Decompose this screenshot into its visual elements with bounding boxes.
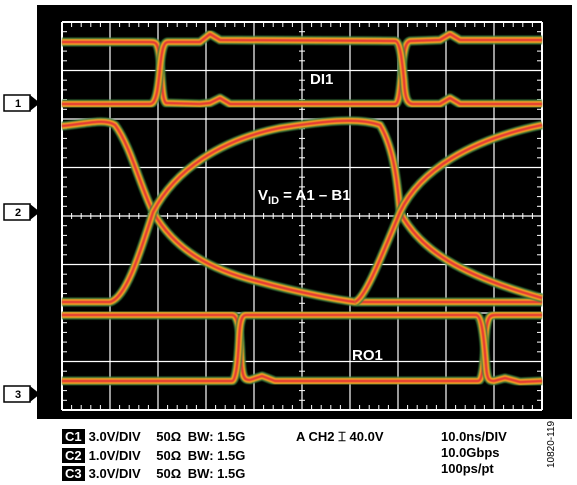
channel-marker-1-label: 1 [15, 98, 21, 110]
channel-marker-3-label: 3 [15, 389, 21, 401]
trace-label-di1: DI1 [310, 71, 333, 88]
waveform-traces [61, 29, 544, 387]
channel-readout-c1: C1 3.0V/DIV 50Ω BW: 1.5G [62, 429, 245, 444]
vid-v: V [258, 187, 268, 204]
trace-label-vid: VID = A1 – B1 [258, 187, 351, 207]
c3-impedance: 50Ω [156, 466, 182, 481]
channel-marker-1: 1 [3, 94, 40, 112]
trace-vid-b [62, 116, 544, 307]
scope-screen [37, 5, 572, 419]
trace-vid-a [61, 117, 542, 307]
channel-badge-c1: C1 [62, 429, 85, 444]
c1-bw: BW: 1.5G [187, 429, 246, 444]
channel-badge-c2: C2 [62, 448, 85, 463]
timebase-rate: 10.0Gbps [441, 445, 500, 460]
timebase-div: 10.0ns/DIV [441, 429, 507, 444]
c2-impedance: 50Ω [156, 448, 182, 463]
channel-marker-2: 2 [3, 203, 40, 221]
timebase-resolution: 100ps/pt [441, 461, 494, 476]
trace-label-ro1: RO1 [352, 347, 383, 364]
timebase-readout: 10.0ns/DIV 10.0Gbps 100ps/pt [441, 429, 507, 477]
c2-volts: 1.0V/DIV [88, 448, 141, 463]
figure-id: 10820-119 [546, 420, 557, 468]
vid-rest: = A1 – B1 [279, 187, 351, 204]
trace-ro1-b [62, 310, 543, 387]
trace-vid-c [352, 120, 543, 307]
c2-bw: BW: 1.5G [187, 448, 246, 463]
channel-readout-c3: C3 3.0V/DIV 50Ω BW: 1.5G [62, 466, 245, 481]
trigger-readout: A CH2 ⌶ 40.0V [296, 429, 384, 444]
c1-volts: 3.0V/DIV [88, 429, 141, 444]
c3-bw: BW: 1.5G [187, 466, 246, 481]
c1-impedance: 50Ω [156, 429, 182, 444]
vid-sub: ID [268, 195, 279, 207]
trace-di1-b [62, 29, 542, 109]
channel-marker-2-label: 2 [15, 207, 21, 219]
c3-volts: 3.0V/DIV [88, 466, 141, 481]
channel-badge-c3: C3 [62, 466, 85, 481]
channel-readout-c2: C2 1.0V/DIV 50Ω BW: 1.5G [62, 448, 245, 463]
channel-marker-3: 3 [3, 385, 40, 403]
